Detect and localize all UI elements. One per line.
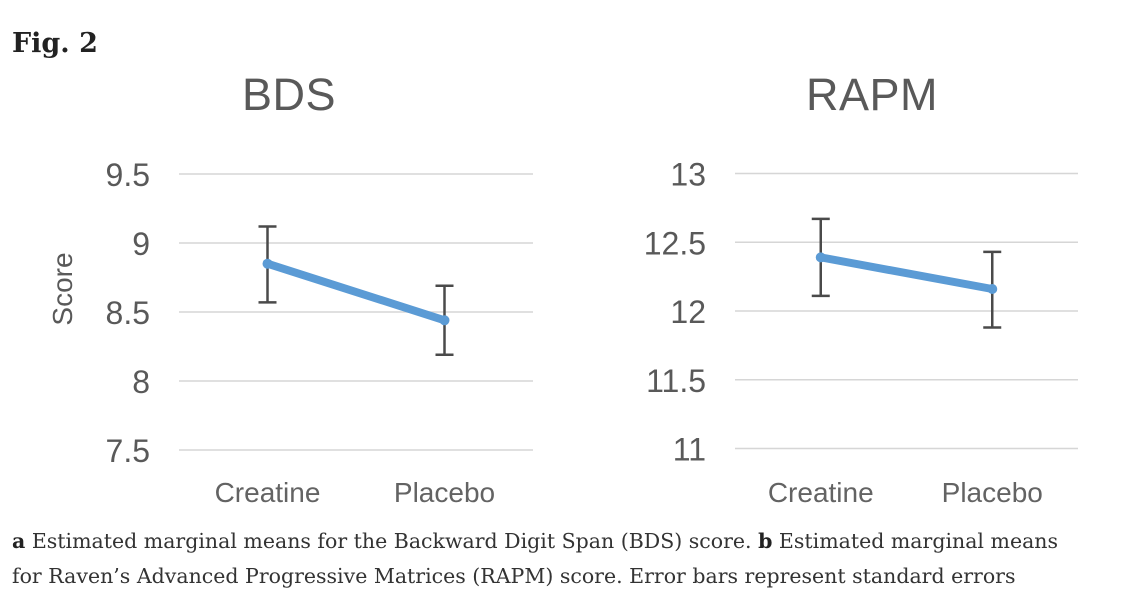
category-label: Creatine <box>215 477 321 508</box>
bds-chart-title: BDS <box>241 69 337 120</box>
category-label: Placebo <box>394 477 495 508</box>
y-tick-label: 11 <box>673 432 706 468</box>
y-axis-title: Score <box>47 252 78 325</box>
y-tick-label: 9.5 <box>106 157 150 193</box>
y-tick-label: 8 <box>132 364 150 400</box>
caption-panel-b-marker: b <box>758 529 773 553</box>
y-tick-label: 13 <box>670 157 706 193</box>
y-tick-label: 12 <box>670 294 706 330</box>
rapm-chart-title: RAPM <box>805 69 938 120</box>
y-tick-label: 7.5 <box>106 433 150 469</box>
figure-label: Fig. 2 <box>12 28 98 59</box>
category-label: Creatine <box>768 477 874 508</box>
series-line <box>263 259 449 325</box>
y-tick-label: 12.5 <box>644 225 706 261</box>
category-label: Placebo <box>942 477 1043 508</box>
rapm-chart-plot: 13 12.5 12 11.5 11 Creatine Placebo <box>644 157 1078 508</box>
data-point-marker <box>987 284 998 294</box>
data-point-marker <box>262 258 273 269</box>
caption-panel-b-text: Estimated marginal means <box>772 529 1059 553</box>
data-point-marker <box>815 252 826 263</box>
y-tick-label: 8.5 <box>106 295 150 331</box>
data-point-marker <box>439 315 450 326</box>
figure-caption: a Estimated marginal means for the Backw… <box>12 524 1120 594</box>
charts-canvas: 9.5 9 8.5 8 7.5 Creatine Placebo Score 13 12.5 12… <box>47 157 1078 508</box>
caption-line2: for Raven’s Advanced Progressive Matrice… <box>12 564 1016 588</box>
y-tick-label: 9 <box>132 226 150 262</box>
caption-panel-a-text: Estimated marginal means for the Backwar… <box>25 529 759 553</box>
y-tick-label: 11.5 <box>646 363 706 399</box>
series-line <box>816 253 997 293</box>
caption-panel-a-marker: a <box>12 529 26 553</box>
bds-chart-plot: 9.5 9 8.5 8 7.5 Creatine Placebo Score <box>47 157 533 508</box>
